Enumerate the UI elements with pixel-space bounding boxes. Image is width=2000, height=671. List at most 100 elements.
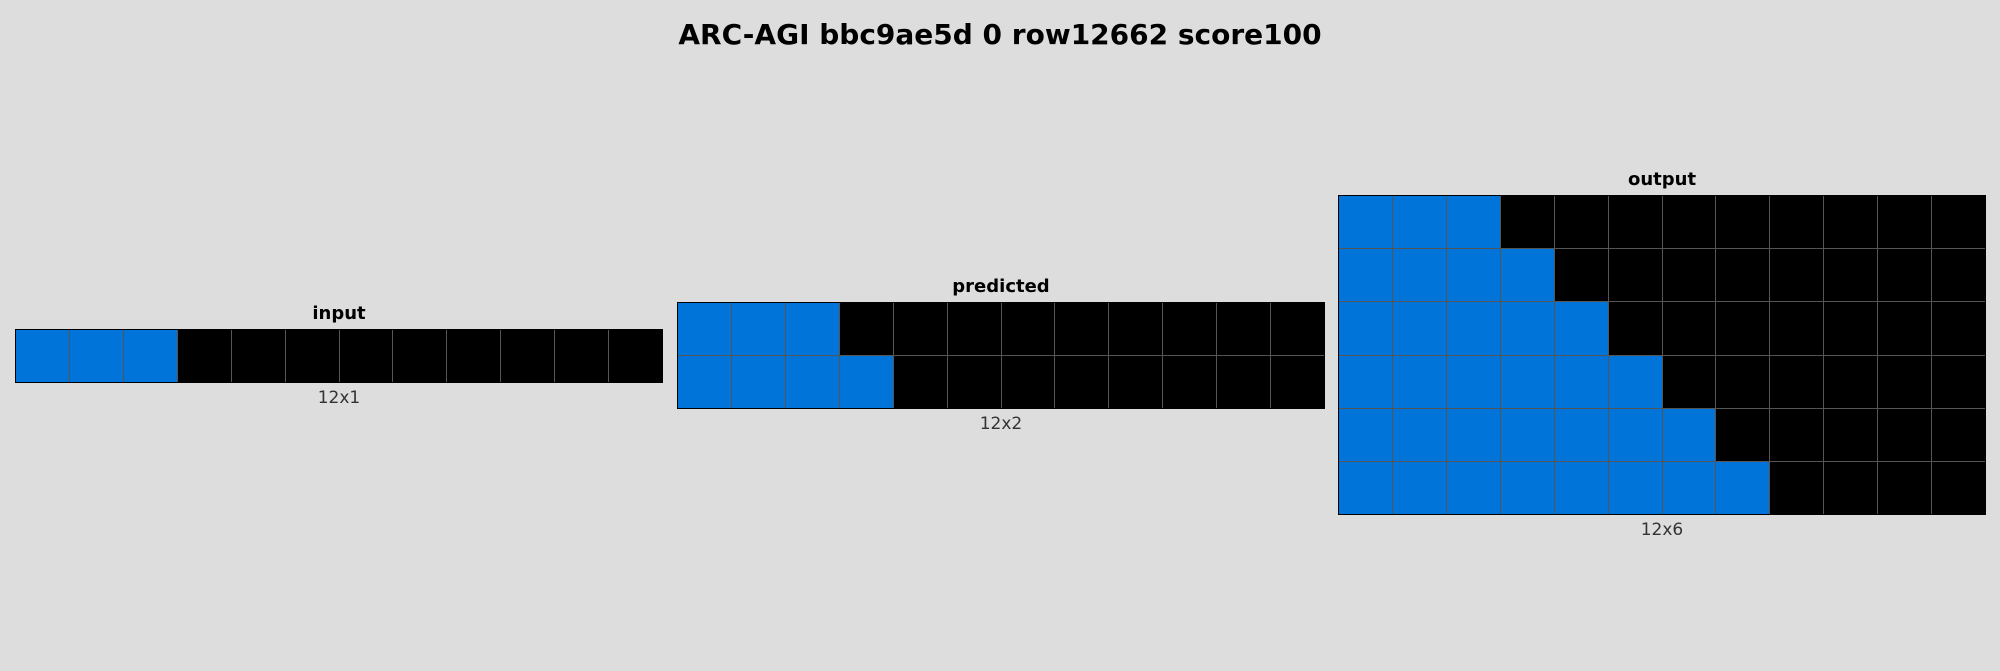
output-cell: [1716, 302, 1770, 355]
output-panel: output 12x6: [1338, 168, 1986, 541]
predicted-cell: [1163, 356, 1217, 409]
predicted-panel: predicted 12x2: [677, 275, 1325, 435]
output-cell: [1662, 249, 1716, 302]
predicted-cell: [731, 303, 785, 356]
predicted-cell: [1271, 303, 1324, 356]
input-cell: [177, 330, 231, 383]
output-cell: [1500, 249, 1554, 302]
output-cell: [1662, 302, 1716, 355]
predicted-grid: [677, 302, 1325, 410]
output-cell: [1824, 355, 1878, 408]
output-cell: [1662, 196, 1716, 249]
output-cell: [1932, 302, 1985, 355]
output-cell: [1770, 196, 1824, 249]
output-cell: [1878, 196, 1932, 249]
input-cell: [231, 330, 285, 383]
input-label: input: [312, 303, 366, 324]
input-cell: [447, 330, 501, 383]
output-cell: [1554, 461, 1608, 515]
input-cell: [16, 330, 69, 383]
output-cell: [1554, 196, 1608, 249]
output-cell: [1878, 461, 1932, 515]
input-cell: [285, 330, 339, 383]
output-cell: [1770, 461, 1824, 515]
output-cell: [1824, 249, 1878, 302]
output-cell: [1392, 461, 1446, 515]
output-cell: [1608, 196, 1662, 249]
output-cell: [1446, 408, 1500, 461]
output-cell: [1824, 302, 1878, 355]
output-cell: [1824, 408, 1878, 461]
output-cell: [1392, 249, 1446, 302]
input-grid: [15, 329, 663, 384]
input-cell: [339, 330, 393, 383]
output-cell: [1446, 461, 1500, 515]
output-cell: [1716, 355, 1770, 408]
output-cell: [1662, 408, 1716, 461]
predicted-cell: [1055, 356, 1109, 409]
input-cell: [69, 330, 123, 383]
output-cell: [1932, 196, 1985, 249]
output-cell: [1824, 196, 1878, 249]
output-cell: [1339, 249, 1392, 302]
output-cell: [1932, 461, 1985, 515]
predicted-cell: [947, 356, 1001, 409]
predicted-dimensions: 12x2: [979, 414, 1023, 435]
output-cell: [1392, 196, 1446, 249]
output-cell: [1770, 302, 1824, 355]
output-grid: [1338, 195, 1986, 516]
input-cell: [501, 330, 555, 383]
input-cell: [393, 330, 447, 383]
predicted-cell: [1109, 356, 1163, 409]
output-cell: [1932, 355, 1985, 408]
predicted-cell: [893, 356, 947, 409]
output-cell: [1878, 302, 1932, 355]
predicted-cell: [1055, 303, 1109, 356]
input-dimensions: 12x1: [317, 388, 361, 409]
output-cell: [1878, 249, 1932, 302]
predicted-cell: [1001, 303, 1055, 356]
output-cell: [1770, 249, 1824, 302]
output-cell: [1554, 249, 1608, 302]
output-cell: [1392, 408, 1446, 461]
predicted-cell: [1217, 303, 1271, 356]
output-cell: [1608, 461, 1662, 515]
output-cell: [1662, 461, 1716, 515]
predicted-cell: [678, 356, 731, 409]
output-cell: [1770, 408, 1824, 461]
predicted-cell: [1163, 303, 1217, 356]
output-cell: [1339, 408, 1392, 461]
output-cell: [1500, 196, 1554, 249]
output-cell: [1608, 408, 1662, 461]
output-cell: [1392, 355, 1446, 408]
output-cell: [1446, 355, 1500, 408]
predicted-cell: [947, 303, 1001, 356]
predicted-cell: [1271, 356, 1324, 409]
output-cell: [1554, 408, 1608, 461]
output-cell: [1500, 355, 1554, 408]
predicted-cell: [1217, 356, 1271, 409]
output-cell: [1339, 355, 1392, 408]
output-cell: [1339, 196, 1392, 249]
predicted-cell: [893, 303, 947, 356]
input-cell: [609, 330, 662, 383]
input-cell: [123, 330, 177, 383]
predicted-label: predicted: [952, 276, 1050, 297]
predicted-cell: [839, 356, 893, 409]
output-cell: [1446, 196, 1500, 249]
output-dimensions: 12x6: [1640, 520, 1684, 541]
predicted-cell: [839, 303, 893, 356]
output-cell: [1878, 408, 1932, 461]
output-cell: [1662, 355, 1716, 408]
page-title: ARC-AGI bbc9ae5d 0 row12662 score100: [678, 18, 1322, 51]
predicted-cell: [1109, 303, 1163, 356]
predicted-cell: [785, 356, 839, 409]
output-cell: [1608, 355, 1662, 408]
input-cell: [555, 330, 609, 383]
output-cell: [1500, 408, 1554, 461]
predicted-cell: [731, 356, 785, 409]
predicted-cell: [785, 303, 839, 356]
output-cell: [1716, 461, 1770, 515]
output-cell: [1554, 355, 1608, 408]
output-cell: [1339, 302, 1392, 355]
